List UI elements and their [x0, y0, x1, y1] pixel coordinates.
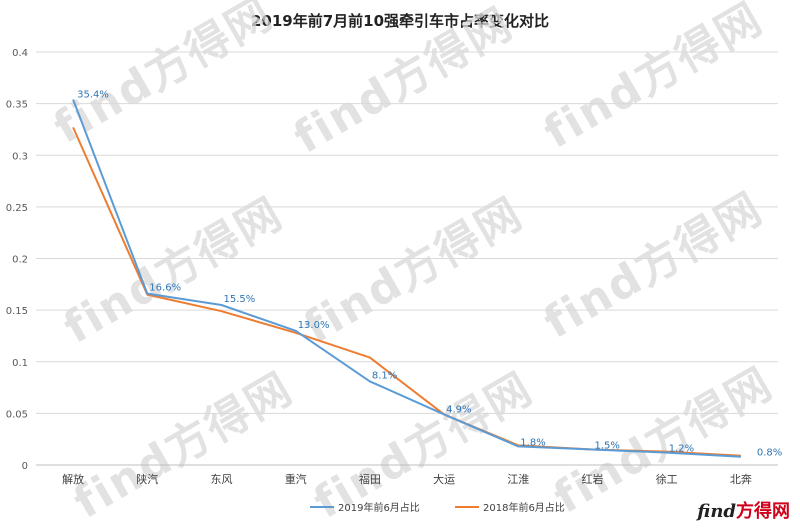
x-tick-label: 重汽: [285, 472, 307, 486]
logo-text-find: find: [697, 501, 736, 522]
x-tick-label: 红岩: [582, 472, 604, 486]
data-label: 8.1%: [372, 370, 397, 381]
data-label: 1.5%: [595, 441, 620, 452]
chart-title: 2019年前7月前10强牵引车市占率变化对比: [250, 12, 550, 30]
y-tick-label: 0.05: [6, 409, 28, 420]
y-tick-label: 0.2: [12, 255, 28, 266]
y-tick-label: 0.35: [6, 100, 28, 111]
data-labels: 35.4% 16.6% 15.5% 13.0% 8.1% 4.9% 1.8% 1.5% 1.2%…: [77, 89, 782, 458]
data-label: 16.6%: [149, 283, 181, 294]
x-tick-label: 福田: [359, 472, 381, 486]
data-label: 15.5%: [224, 294, 256, 305]
data-label: 4.9%: [446, 404, 471, 415]
x-axis: 解放 陕汽 东风 重汽 福田 大运 江淮 红岩 徐工 北奔: [36, 464, 778, 486]
data-label: 35.4%: [77, 89, 109, 100]
x-tick-label: 大运: [433, 472, 455, 486]
legend-label: 2018年前6月占比: [483, 501, 565, 514]
y-tick-label: 0.15: [6, 306, 28, 317]
data-label: 13.0%: [298, 320, 330, 331]
y-tick-label: 0.1: [12, 358, 28, 369]
legend: 2019年前6月占比 2018年前6月占比: [310, 501, 565, 514]
data-label: 1.2%: [669, 444, 694, 455]
series-lines: [72, 99, 741, 458]
data-label: 1.8%: [520, 437, 545, 448]
grid-lines: [36, 51, 778, 466]
x-tick-label: 江淮: [507, 473, 529, 486]
x-tick-label: 徐工: [656, 472, 678, 486]
y-tick-label: 0.4: [12, 48, 28, 59]
data-label: 0.8%: [757, 448, 782, 459]
series-line: [72, 99, 741, 458]
y-axis: 0 0.05 0.1 0.15 0.2 0.25 0.3 0.35 0.4: [6, 48, 28, 472]
y-tick-label: 0.3: [12, 151, 28, 162]
legend-label: 2019年前6月占比: [338, 501, 420, 514]
x-tick-label: 陕汽: [136, 472, 158, 486]
x-tick-label: 北奔: [730, 473, 752, 486]
x-tick-label: 东风: [211, 473, 233, 486]
x-tick-label: 解放: [62, 472, 84, 486]
y-tick-label: 0: [22, 461, 28, 472]
logo-text-cn: 方得网: [736, 501, 790, 522]
brand-logo: find方得网: [697, 497, 790, 523]
y-tick-label: 0.25: [6, 203, 28, 214]
